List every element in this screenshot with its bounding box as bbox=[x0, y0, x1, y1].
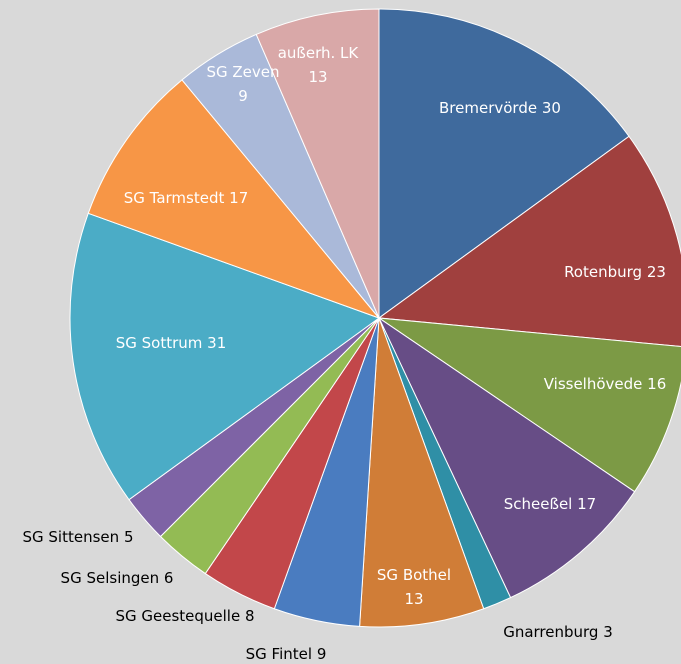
label-value: 5 bbox=[124, 528, 134, 546]
pie-slice bbox=[359, 317, 485, 628]
slice-label: Bremervörde 30 bbox=[439, 99, 561, 117]
slice-label: SG Sittensen 5 bbox=[23, 528, 134, 546]
label-category: SG Selsingen bbox=[61, 569, 160, 587]
label-value: 23 bbox=[647, 263, 666, 281]
slice-label: SG Zeven 9 bbox=[206, 63, 279, 105]
pie-slice bbox=[87, 79, 381, 320]
label-category: SG Geestequelle bbox=[115, 607, 240, 625]
label-value: 16 bbox=[647, 375, 666, 393]
slice-label: SG Tarmstedt 17 bbox=[124, 189, 249, 207]
label-category: Scheeßel bbox=[504, 495, 573, 513]
label-category: SG Sottrum bbox=[116, 334, 203, 352]
label-value: 31 bbox=[207, 334, 226, 352]
slice-label: SG Sottrum 31 bbox=[116, 334, 227, 352]
label-value: 30 bbox=[542, 99, 561, 117]
label-value: 9 bbox=[238, 87, 248, 105]
label-value: 13 bbox=[308, 68, 327, 86]
pie-slice bbox=[377, 135, 681, 348]
label-category: SG Zeven bbox=[206, 63, 279, 81]
slice-label: SG Fintel 9 bbox=[246, 645, 327, 663]
slice-label: Rotenburg 23 bbox=[564, 263, 666, 281]
label-value: 17 bbox=[577, 495, 596, 513]
label-category: außerh. LK bbox=[278, 44, 360, 62]
pie-slice bbox=[377, 316, 636, 599]
label-category: Visselhövede bbox=[544, 375, 643, 393]
slice-label: außerh. LK 13 bbox=[278, 44, 360, 86]
slice-label: SG Bothel 13 bbox=[377, 566, 451, 608]
label-category: SG Bothel bbox=[377, 566, 451, 584]
slice-label: Visselhövede 16 bbox=[544, 375, 667, 393]
label-category: Rotenburg bbox=[564, 263, 642, 281]
pie-slice bbox=[378, 317, 681, 493]
label-category: SG Sittensen bbox=[23, 528, 120, 546]
label-category: Gnarrenburg bbox=[503, 623, 598, 641]
label-value: 13 bbox=[404, 590, 423, 608]
label-value: 9 bbox=[317, 645, 327, 663]
slice-label: SG Geestequelle 8 bbox=[115, 607, 254, 625]
label-value: 6 bbox=[164, 569, 174, 587]
pie-slice bbox=[378, 8, 630, 319]
label-category: SG Fintel bbox=[246, 645, 312, 663]
slice-label: Scheeßel 17 bbox=[504, 495, 596, 513]
slice-label: Gnarrenburg 3 bbox=[503, 623, 613, 641]
label-value: 8 bbox=[245, 607, 255, 625]
label-category: SG Tarmstedt bbox=[124, 189, 225, 207]
label-value: 17 bbox=[229, 189, 248, 207]
label-value: 3 bbox=[603, 623, 613, 641]
pie-slice bbox=[255, 8, 380, 319]
label-category: Bremervörde bbox=[439, 99, 537, 117]
slice-label: SG Selsingen 6 bbox=[61, 569, 174, 587]
pie-slice bbox=[69, 212, 381, 501]
